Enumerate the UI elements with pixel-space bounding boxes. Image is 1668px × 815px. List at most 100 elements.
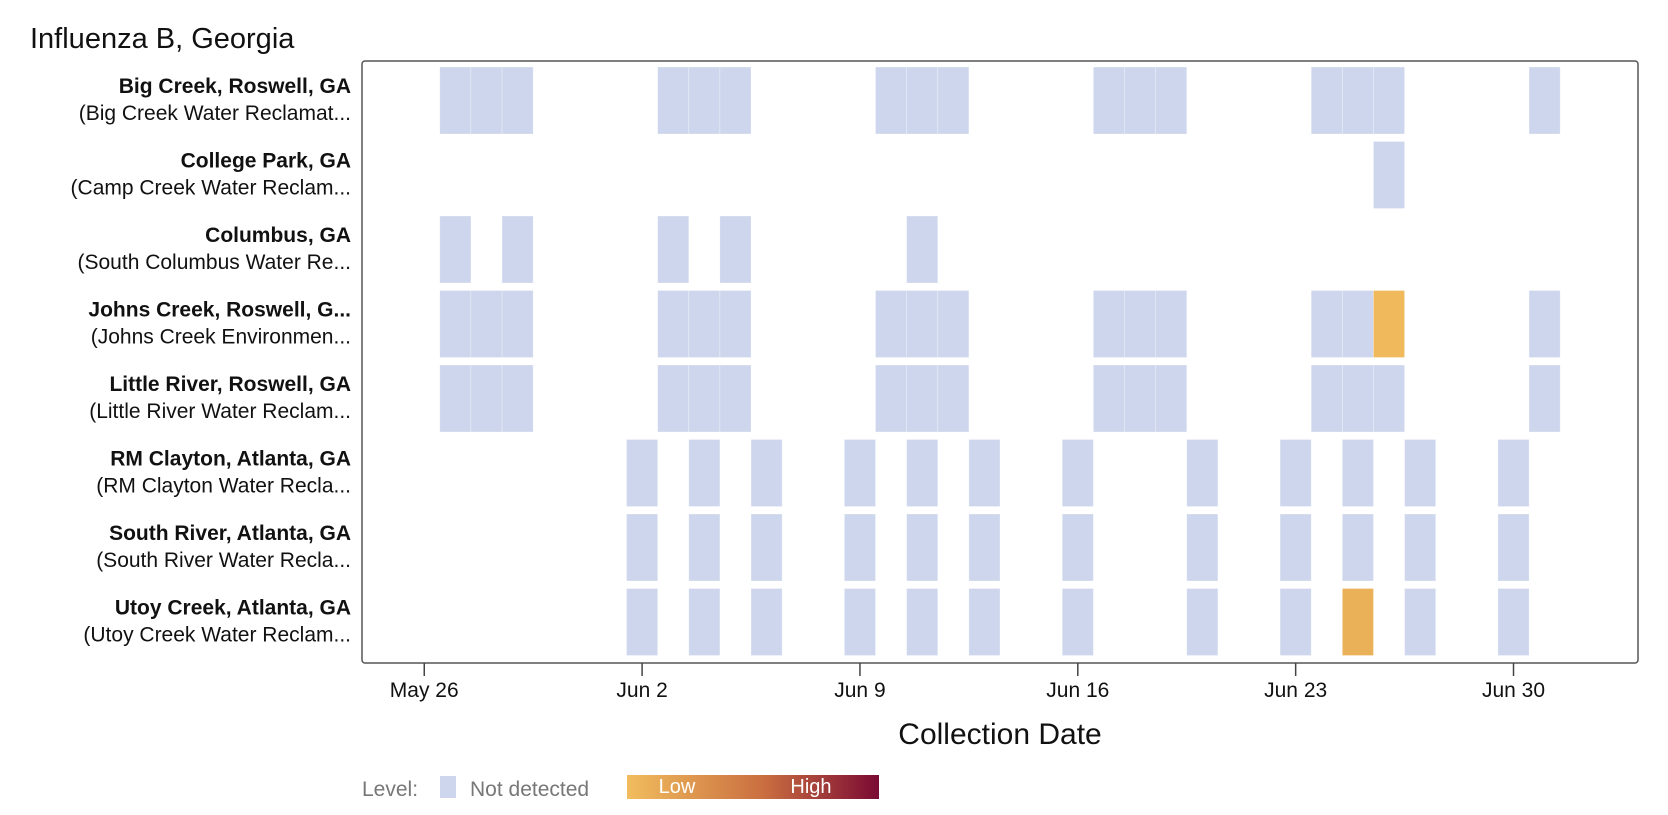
heatmap-cell (1310, 290, 1343, 358)
heatmap-cell (1341, 364, 1374, 433)
heatmap-cell (906, 364, 939, 433)
heatmap-cell (875, 290, 908, 358)
heatmap-cell (1155, 290, 1188, 358)
heatmap-cell (1341, 513, 1374, 582)
site-facility-label: (Utoy Creek Water Reclam... (83, 624, 351, 647)
heatmap-cell (937, 364, 970, 433)
legend-not-detected-label: Not detected (470, 778, 589, 801)
heatmap-cell (626, 439, 659, 507)
heatmap-cell (906, 215, 939, 284)
heatmap-cell (1497, 588, 1530, 656)
x-tick-label: Jun 30 (1482, 679, 1545, 702)
heatmap-cell (1124, 290, 1157, 358)
heatmap-cell (657, 215, 690, 284)
heatmap-cell (843, 588, 876, 656)
heatmap-cell (1373, 290, 1405, 358)
heatmap-cell (1341, 290, 1374, 358)
site-facility-label: (RM Clayton Water Recla... (96, 475, 351, 498)
site-name-label: Little River, Roswell, GA (109, 373, 351, 396)
heatmap-cell (719, 66, 752, 135)
site-name-label: Johns Creek, Roswell, G... (88, 299, 351, 322)
heatmap-cell (688, 513, 721, 582)
heatmap-cell (937, 66, 970, 135)
heatmap-cell (1186, 513, 1219, 582)
heatmap-cell (906, 588, 939, 656)
heatmap-cell (750, 439, 783, 507)
heatmap-cell (1404, 439, 1437, 507)
site-name-label: Big Creek, Roswell, GA (119, 75, 351, 98)
heatmap-cell (750, 588, 783, 656)
heatmap-cell (1124, 66, 1157, 135)
chart-title: Influenza B, Georgia (30, 23, 295, 55)
heatmap-cell (1061, 439, 1094, 507)
site-name-label: Utoy Creek, Atlanta, GA (115, 597, 351, 620)
heatmap-cell (688, 66, 721, 135)
heatmap-cell (1092, 364, 1125, 433)
heatmap-cell (843, 513, 876, 582)
heatmap-cell (875, 364, 908, 433)
heatmap-cell (719, 215, 752, 284)
x-tick-label: Jun 16 (1046, 679, 1109, 702)
heatmap-cell (750, 513, 783, 582)
heatmap-cell (1092, 66, 1125, 135)
legend-not-detected-swatch (440, 776, 456, 798)
heatmap-cell (657, 290, 690, 358)
heatmap-cell (1279, 513, 1312, 582)
x-tick-label: Jun 9 (834, 679, 885, 702)
heatmap-cell (1155, 66, 1188, 135)
heatmap-cell (1373, 141, 1405, 209)
site-facility-label: (Camp Creek Water Reclam... (71, 177, 351, 200)
heatmap-cell (439, 290, 472, 358)
heatmap-cell (1061, 588, 1094, 656)
heatmap-cell (906, 513, 939, 582)
site-facility-label: (South Columbus Water Re... (78, 251, 352, 274)
heatmap-cell (968, 439, 1001, 507)
heatmap-cell (1186, 588, 1219, 656)
heatmap-cell (470, 290, 503, 358)
heatmap-cell (439, 364, 472, 433)
heatmap-cell (688, 588, 721, 656)
site-facility-label: (Little River Water Reclam... (89, 400, 351, 423)
heatmap-cell (1061, 513, 1094, 582)
heatmap-cell (1404, 588, 1437, 656)
heatmap-cell (1186, 439, 1219, 507)
heatmap-cell (1341, 588, 1374, 656)
heatmap-cell (906, 439, 939, 507)
heatmap-cell (501, 215, 534, 284)
heatmap-cell (1279, 588, 1312, 656)
heatmap-cell (657, 364, 690, 433)
heatmap-cell (1155, 364, 1188, 433)
legend-high-label: High (790, 776, 831, 798)
heatmap-cell (501, 290, 534, 358)
x-tick-label: Jun 23 (1264, 679, 1327, 702)
heatmap-cell (501, 364, 534, 433)
site-name-label: South River, Atlanta, GA (109, 522, 351, 545)
heatmap-cell (1373, 66, 1405, 135)
legend-title: Level: (362, 778, 418, 801)
legend-color-scale (627, 775, 879, 799)
heatmap-cell (1341, 439, 1374, 507)
site-facility-label: (Johns Creek Environmen... (91, 326, 351, 349)
heatmap-cell (906, 290, 939, 358)
site-name-label: Columbus, GA (205, 224, 351, 247)
heatmap-cell (626, 513, 659, 582)
x-tick-label: Jun 2 (616, 679, 667, 702)
heatmap-cell (968, 588, 1001, 656)
heatmap-cell (1310, 66, 1343, 135)
heatmap-cell (1528, 290, 1561, 358)
heatmap-cell (688, 364, 721, 433)
site-name-label: RM Clayton, Atlanta, GA (110, 448, 351, 471)
heatmap-cell (1341, 66, 1374, 135)
heatmap-cell (1310, 364, 1343, 433)
heatmap-cell (1497, 439, 1530, 507)
y-axis-labels: Big Creek, Roswell, GA (Big Creek Water R… (71, 75, 351, 647)
heatmap-cell (843, 439, 876, 507)
heatmap-cell (439, 66, 472, 135)
x-tick-label: May 26 (390, 679, 459, 702)
legend-low-label: Low (659, 776, 696, 798)
site-facility-label: (Big Creek Water Reclamat... (79, 102, 351, 125)
heatmap-cell (1279, 439, 1312, 507)
site-facility-label: (South River Water Recla... (96, 549, 351, 572)
